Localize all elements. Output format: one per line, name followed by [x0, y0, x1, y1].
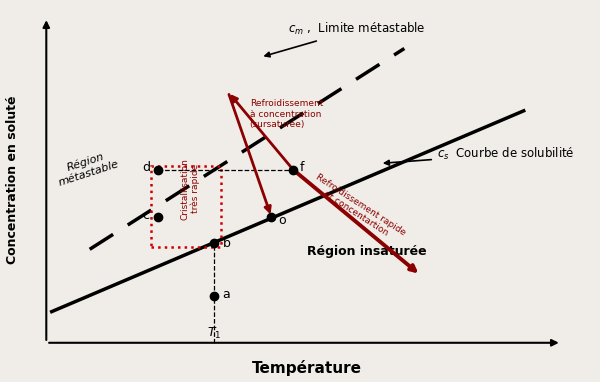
Text: Concentration en soluté: Concentration en soluté	[6, 96, 19, 264]
Text: f: f	[300, 162, 305, 175]
Text: a: a	[223, 288, 230, 301]
Text: o: o	[278, 214, 286, 227]
Text: Température: Température	[251, 360, 362, 376]
Text: Refroidissement
à concentration
(sursaturée): Refroidissement à concentration (sursatu…	[250, 99, 323, 129]
Text: Cristallisation
très rapide: Cristallisation très rapide	[180, 158, 200, 220]
Text: $c_s$  Courbe de solubilité: $c_s$ Courbe de solubilité	[385, 146, 574, 165]
Text: Région insaturée: Région insaturée	[307, 244, 426, 257]
Text: d: d	[142, 162, 151, 175]
Text: $T_1$: $T_1$	[207, 326, 221, 341]
Text: Région
métastable: Région métastable	[53, 148, 121, 188]
Text: Refroidissement rapide
et concentartion: Refroidissement rapide et concentartion	[309, 173, 407, 246]
Text: b: b	[223, 236, 230, 249]
Text: c: c	[142, 209, 149, 222]
Text: $c_m$ ,  Limite métastable: $c_m$ , Limite métastable	[265, 21, 425, 57]
Bar	[151, 165, 221, 247]
